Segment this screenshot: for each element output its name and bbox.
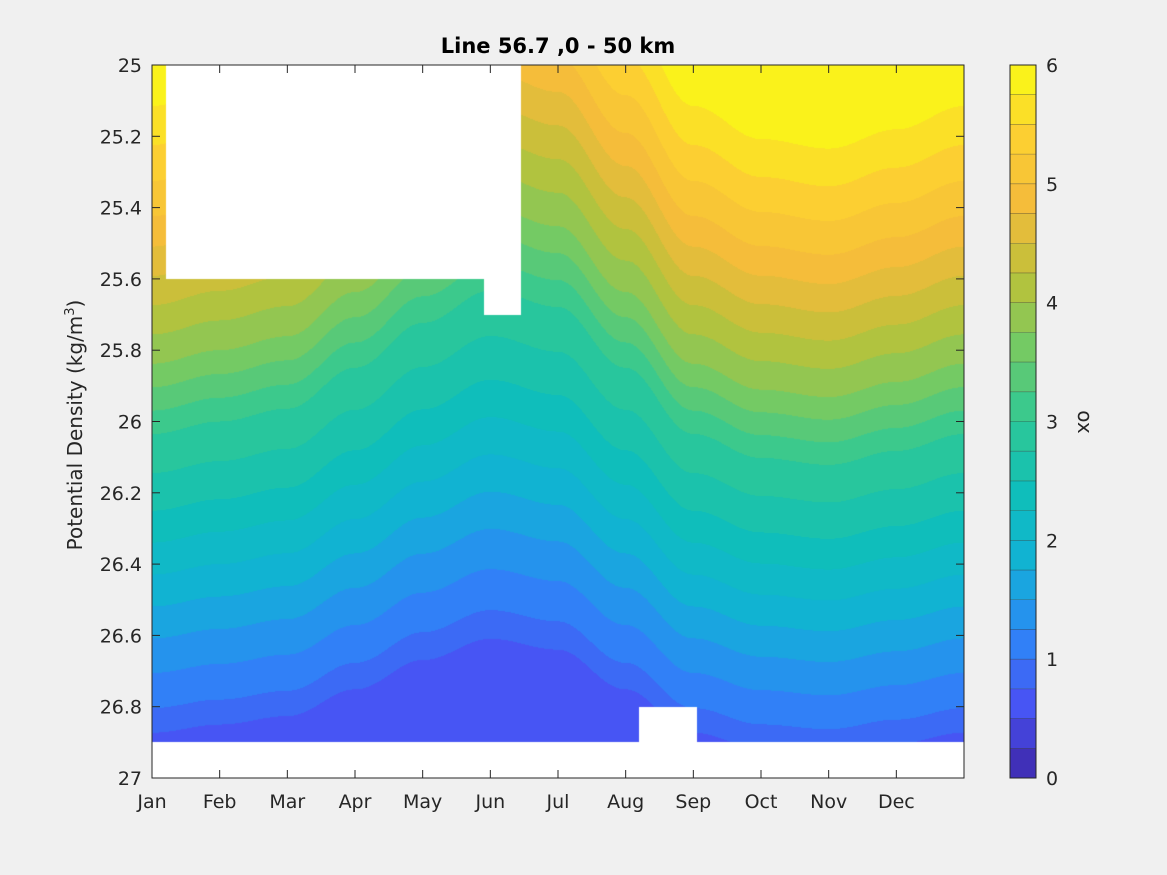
colorbar-band [1010, 302, 1036, 333]
colorbar-band [1010, 659, 1036, 689]
y-tick-label: 27 [118, 768, 142, 790]
colorbar-tick-label: 1 [1046, 649, 1058, 671]
contour-field [152, 65, 964, 778]
y-tick-label: 25.8 [100, 340, 142, 362]
colorbar-label: ox [1073, 410, 1097, 434]
x-axis-ticks: Jan Feb Mar Apr May Jun Jul Aug Sep Oct Nov Dec [136, 65, 915, 813]
x-tick-label: Dec [878, 791, 915, 813]
y-axis-ticks: 25 25.2 25.4 25.6 25.8 26 26.2 26.4 26.6 26.8 27 [100, 55, 964, 790]
colorbar-band [1010, 688, 1036, 719]
colorbar-tick-label: 0 [1046, 768, 1058, 790]
colorbar-band [1010, 362, 1036, 392]
y-tick-label: 26.4 [100, 554, 142, 576]
y-tick-label: 26.2 [100, 483, 142, 505]
colorbar-band [1010, 629, 1036, 660]
colorbar-band [1010, 272, 1036, 303]
colorbar-band [1010, 480, 1036, 511]
colorbar-band [1010, 718, 1036, 749]
x-tick-label: Apr [339, 791, 372, 813]
contour-image [152, 65, 964, 778]
y-tick-label: 26 [118, 412, 142, 434]
colorbar-frame [1009, 64, 1037, 779]
x-tick-label: Jan [136, 791, 166, 813]
colorbar [1010, 65, 1036, 778]
colorbar-band [1010, 451, 1036, 481]
y-tick-label: 26.6 [100, 625, 142, 647]
colorbar-tick-label: 5 [1046, 174, 1058, 196]
y-tick-label: 25.6 [100, 269, 142, 291]
x-tick-label: Mar [269, 791, 305, 813]
colorbar-band [1010, 391, 1036, 422]
y-tick-label: 26.8 [100, 697, 142, 719]
x-tick-label: Aug [607, 791, 644, 813]
colorbar-band [1010, 599, 1036, 630]
colorbar-tick-label: 3 [1046, 412, 1058, 434]
x-tick-label: Oct [745, 791, 778, 813]
y-tick-label: 25.2 [100, 126, 142, 148]
colorbar-tick-label: 4 [1046, 293, 1058, 315]
x-tick-label: Feb [203, 791, 237, 813]
colorbar-band [1010, 124, 1036, 155]
colorbar-band [1010, 510, 1036, 541]
colorbar-band [1010, 748, 1036, 778]
colorbar-band [1010, 65, 1036, 95]
y-tick-label: 25.4 [100, 198, 142, 220]
colorbar-band [1010, 94, 1036, 125]
colorbar-band [1010, 570, 1036, 600]
y-axis-label: Potential Density (kg/m3) [63, 300, 87, 551]
colorbar-band [1010, 421, 1036, 452]
x-tick-label: May [403, 791, 442, 813]
chart-title: Line 56.7 ,0 - 50 km [441, 34, 676, 58]
y-axis-label-main: Potential Density (kg/m [63, 316, 87, 551]
colorbar-band [1010, 332, 1036, 363]
y-tick-label: 25 [118, 55, 142, 77]
colorbar-ticks: 0 1 2 3 4 5 6 [1046, 55, 1058, 790]
colorbar-band [1010, 243, 1036, 273]
x-tick-label: Nov [810, 791, 847, 813]
colorbar-tick-label: 6 [1046, 55, 1058, 77]
colorbar-band [1010, 540, 1036, 571]
x-tick-label: Jun [474, 791, 505, 813]
colorbar-band [1010, 213, 1036, 244]
x-tick-label: Sep [675, 791, 711, 813]
colorbar-band [1010, 183, 1036, 214]
colorbar-band [1010, 154, 1036, 184]
y-axis-label-close: ) [63, 300, 87, 308]
x-tick-label: Jul [546, 791, 570, 813]
colorbar-tick-label: 2 [1046, 530, 1058, 552]
y-axis-label-superscript: 3 [63, 307, 78, 315]
